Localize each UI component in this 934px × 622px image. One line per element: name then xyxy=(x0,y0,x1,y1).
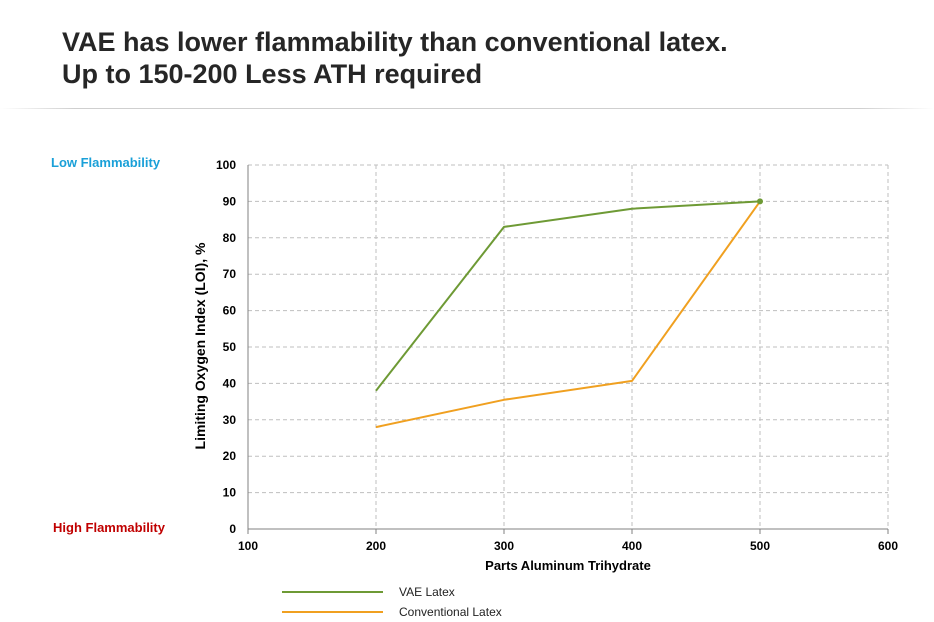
x-tick-label: 500 xyxy=(750,539,770,553)
low-flammability-label: Low Flammability xyxy=(51,155,161,170)
y-tick-label: 20 xyxy=(223,449,237,463)
x-tick-label: 300 xyxy=(494,539,514,553)
series-endpoint-marker xyxy=(757,198,763,205)
title-line-1: VAE has lower flammability than conventi… xyxy=(62,27,728,57)
grid xyxy=(248,164,889,529)
slide-title: VAE has lower flammability than conventi… xyxy=(62,26,728,90)
x-tick-label: 100 xyxy=(238,539,258,553)
x-tick-label: 400 xyxy=(622,539,642,553)
y-tick-label: 30 xyxy=(223,413,237,427)
series-line-vae xyxy=(375,200,761,392)
tick-labels: 0 10 20 30 40 50 60 70 80 90 100 100 200 300 400 500 600 xyxy=(216,158,898,553)
y-tick-label: 10 xyxy=(223,486,237,500)
y-tick-label: 60 xyxy=(223,304,237,318)
high-flammability-word2: Flammability xyxy=(85,520,165,535)
legend-swatch-vae xyxy=(282,590,383,594)
y-tick-label: 0 xyxy=(229,522,236,536)
y-axis-label: Limiting Oxygen Index (LOI), % xyxy=(192,242,208,449)
y-tick-label: 40 xyxy=(223,376,237,390)
x-tick-label: 200 xyxy=(366,539,386,553)
chart-legend: VAE Latex Conventional Latex xyxy=(282,582,502,622)
legend-item-vae: VAE Latex xyxy=(282,582,502,602)
title-divider xyxy=(0,108,934,109)
x-axis-label: Parts Aluminum Trihydrate xyxy=(485,558,651,573)
y-tick-label: 80 xyxy=(223,231,237,245)
high-flammability-word1: High xyxy=(53,520,82,535)
legend-label-conventional: Conventional Latex xyxy=(399,605,502,619)
y-tick-label: 70 xyxy=(223,267,237,281)
series-line-conventional xyxy=(375,200,761,429)
title-line-2: Up to 150-200 Less ATH required xyxy=(62,59,483,89)
y-tick-label: 50 xyxy=(223,340,237,354)
x-tick-label: 600 xyxy=(878,539,898,553)
series xyxy=(375,198,763,429)
y-tick-label: 90 xyxy=(223,194,237,208)
y-tick-label: 100 xyxy=(216,158,236,172)
legend-label-vae: VAE Latex xyxy=(399,585,455,599)
axes xyxy=(247,165,889,534)
legend-item-conventional: Conventional Latex xyxy=(282,602,502,622)
legend-swatch-conventional xyxy=(282,610,383,614)
high-flammability-label: High Flammability xyxy=(53,520,165,535)
